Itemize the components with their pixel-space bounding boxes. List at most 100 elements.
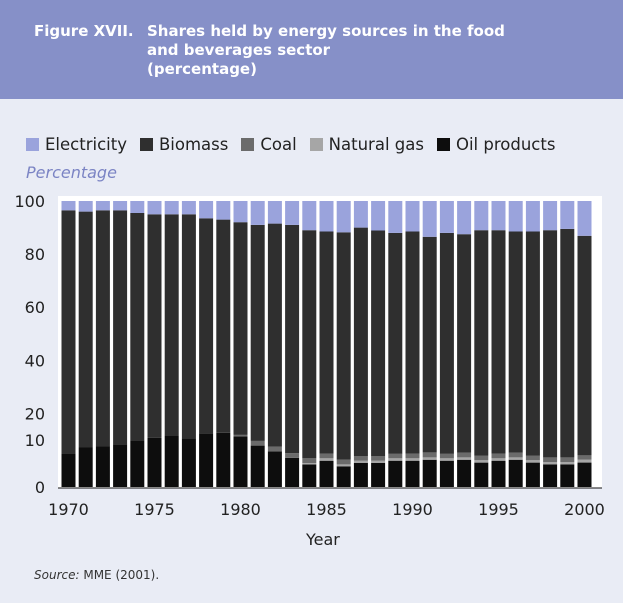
bar-segment-electricity-1990 [405,201,420,232]
bar-segment-biomass-1996 [508,231,523,453]
bar-segment-natural-gas-1993 [457,457,472,460]
legend-swatch-biomass [139,137,153,151]
bar-segment-coal-1986 [336,459,351,465]
bar-segment-oil-products-1997 [525,462,540,487]
figure-title-line-2: and beverages sector [147,41,331,59]
bar-segment-oil-products-1984 [302,464,317,487]
bar-segment-electricity-1972 [95,201,110,211]
bar-segment-oil-products-1999 [560,464,575,487]
x-tick-label-1990: 1990 [392,500,433,519]
y-tick-label-20: 20 [25,404,45,423]
bar-segment-oil-products-1985 [319,460,334,487]
bar-segment-coal-1995 [491,453,506,459]
bar-segment-electricity-1978 [199,201,214,219]
bar-segment-oil-products-1978 [199,433,214,487]
legend-label-electricity: Electricity [45,134,127,154]
bar-segment-electricity-1983 [285,201,300,225]
bar-segment-electricity-1979 [216,201,231,220]
bar-segment-oil-products-1990 [405,460,420,487]
bar-segment-natural-gas-1998 [543,462,558,465]
y-tick-label-0: 0 [35,478,45,497]
legend-swatch-electricity [26,137,39,151]
bar-segment-oil-products-1971 [78,447,93,487]
bar-segment-coal-1994 [474,455,489,461]
bar-segment-biomass-1970 [61,210,76,454]
bar-segment-natural-gas-1985 [319,458,334,461]
bar-segment-coal-1989 [388,453,403,459]
bar-segment-coal-1982 [267,446,282,452]
bar-segment-biomass-1997 [525,231,540,456]
bar-segment-biomass-1991 [422,236,437,453]
x-tick-label-1995: 1995 [478,500,519,519]
figure-header: Figure XVII. Shares held by energy sourc… [0,0,623,99]
bar-segment-biomass-1994 [474,230,489,456]
bar-segment-electricity-1993 [457,201,472,235]
x-tick-label-1980: 1980 [220,500,261,519]
bar-segment-biomass-1987 [353,227,368,456]
bar-segment-electricity-1975 [147,201,162,215]
bar-segment-biomass-1977 [181,214,196,439]
bar-segment-natural-gas-1996 [508,457,523,460]
bar-segment-oil-products-1980 [233,436,248,487]
bar-segment-natural-gas-1986 [336,464,351,467]
bar-segment-biomass-1988 [371,230,386,456]
bar-segment-electricity-1973 [113,201,128,211]
figure-title: Shares held by energy sources in the foo… [147,22,577,79]
bar-segment-oil-products-1989 [388,460,403,487]
bar-segment-electricity-1987 [353,201,368,228]
bar-segment-oil-products-1991 [422,459,437,487]
bar-segment-oil-products-1974 [130,440,145,487]
bar-segment-coal-1984 [302,458,317,463]
bar-segment-natural-gas-1990 [405,458,420,461]
bar-segment-biomass-1985 [319,231,334,454]
bar-segment-electricity-1982 [267,201,282,224]
bar-segment-biomass-1983 [285,224,300,454]
bar-segment-electricity-1976 [164,201,179,215]
source-text: MME (2001). [79,568,160,582]
bar-segment-electricity-1985 [319,201,334,232]
bar-segment-oil-products-2000 [577,462,592,487]
bar-segment-biomass-1976 [164,214,179,436]
bar-segment-electricity-1999 [560,201,575,229]
bar-segment-coal-1997 [525,455,540,461]
bar-segment-electricity-1996 [508,201,523,232]
y-tick-label-80: 80 [25,245,45,264]
bar-segment-electricity-1984 [302,201,317,231]
bar-segment-biomass-1980 [233,222,248,435]
bar-segment-electricity-1981 [250,201,265,225]
legend-label-coal: Coal [260,134,297,154]
figure-label: Figure XVII. [34,22,134,40]
bar-segment-biomass-1975 [147,214,162,438]
bar-segment-coal-1991 [422,452,437,458]
x-tick-label-1970: 1970 [48,500,89,519]
bar-segment-biomass-1986 [336,232,351,460]
bar-segment-oil-products-1979 [216,432,231,487]
bar-segment-electricity-1980 [233,201,248,223]
bar-segment-coal-1998 [543,457,558,463]
legend-swatch-natural-gas [309,137,323,151]
y-tick-label-10: 10 [25,431,45,450]
legend-label-natural-gas: Natural gas [328,134,424,154]
bar-segment-electricity-1994 [474,201,489,231]
bar-segment-oil-products-1988 [371,463,386,487]
bar-segment-electricity-1995 [491,201,506,231]
bar-segment-natural-gas-1992 [439,458,454,461]
bar-segment-electricity-1974 [130,201,145,213]
bar-segment-electricity-1970 [61,201,76,211]
bar-segment-coal-1999 [560,457,575,463]
bar-segment-coal-1985 [319,453,334,459]
bar-segment-electricity-1997 [525,201,540,232]
bar-segment-electricity-1988 [371,201,386,231]
bar-segment-coal-1981 [250,440,265,446]
bar-segment-coal-1990 [405,453,420,459]
figure-title-line-1: Shares held by energy sources in the foo… [147,22,505,40]
figure-title-line-3: (percentage) [147,60,257,78]
bar-segment-biomass-1990 [405,231,420,454]
bar-segment-oil-products-1973 [113,444,128,487]
legend-label-oil-products: Oil products [455,134,556,154]
bar-segment-coal-1996 [508,452,523,458]
bar-segment-coal-1992 [439,453,454,459]
bar-segment-oil-products-1995 [491,460,506,487]
bar-segment-biomass-1995 [491,230,506,454]
